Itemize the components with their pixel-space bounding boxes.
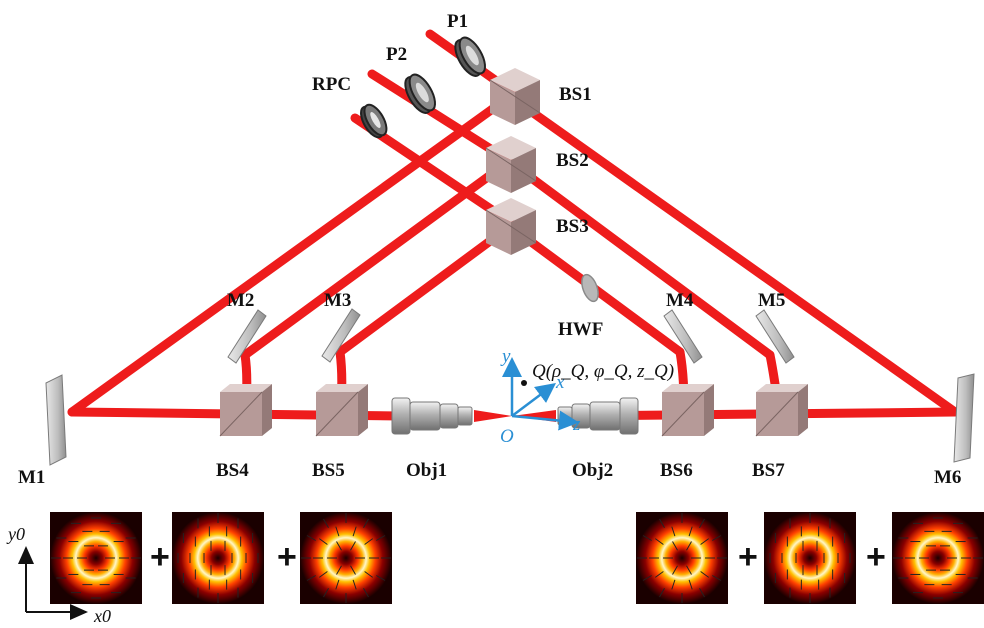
label-bs5: BS5 — [312, 460, 345, 481]
p1-polarizer — [454, 36, 487, 77]
label-rpc: RPC — [312, 74, 351, 95]
frame-axis-x0: x0 — [93, 606, 111, 626]
m3-mirror — [321, 308, 361, 363]
rpc-converter — [360, 103, 388, 139]
m1-mirror — [45, 374, 67, 466]
plus-operator: + — [738, 538, 758, 576]
label-bs6: BS6 — [660, 460, 693, 481]
label-m5: M5 — [758, 290, 785, 311]
beam-bs1-m6 — [510, 95, 960, 417]
intensity-patterns: + + + + — [50, 512, 984, 604]
intensity-pattern — [300, 512, 392, 604]
label-p1: P1 — [447, 11, 468, 32]
label-bs7: BS7 — [752, 460, 785, 481]
coordinate-axes — [502, 357, 579, 431]
label-bs4: BS4 — [216, 460, 249, 481]
bs5-cube — [315, 384, 368, 437]
m2-mirror — [227, 309, 267, 364]
frame-axis-y0: y0 — [6, 524, 25, 544]
label-bs2: BS2 — [556, 150, 589, 171]
label-m2: M2 — [227, 290, 254, 311]
bs2-cube — [485, 136, 537, 193]
axis-label-origin: O — [500, 426, 514, 447]
p2-polarizer — [404, 73, 437, 114]
focus-cone-left — [474, 410, 512, 422]
hwf-plate — [581, 273, 599, 303]
beam-bs3-m3 — [335, 225, 510, 357]
bs6-cube — [661, 384, 714, 437]
plus-operator: + — [150, 538, 170, 576]
axis-label-x: x — [555, 372, 565, 393]
label-obj2: Obj2 — [572, 460, 613, 481]
beam-input-p2 — [367, 69, 513, 165]
label-p2: P2 — [386, 44, 407, 65]
axis-label-y: y — [500, 346, 511, 367]
label-bs3: BS3 — [556, 216, 589, 237]
frame-axes — [18, 546, 88, 620]
label-m3: M3 — [324, 290, 351, 311]
z-axis-arrow — [511, 410, 579, 431]
plus-operator: + — [866, 538, 886, 576]
obj1-objective — [391, 397, 473, 435]
obj2-objective — [557, 397, 639, 435]
m5-mirror — [755, 309, 795, 364]
point-q-label: Q(ρ_Q, φ_Q, z_Q) — [532, 361, 674, 382]
intensity-pattern — [892, 512, 984, 604]
m6-mirror — [953, 373, 975, 463]
label-m4: M4 — [666, 290, 694, 311]
x-axis-arrow — [511, 383, 556, 417]
label-hwf: HWF — [558, 319, 603, 340]
beam-bs1-m1 — [67, 95, 510, 417]
label-bs1: BS1 — [559, 84, 592, 105]
m4-mirror — [663, 309, 703, 364]
label-m1: M1 — [18, 467, 45, 488]
plus-operator: + — [277, 538, 297, 576]
bs3-cube — [485, 198, 537, 255]
bs1-cube — [489, 68, 541, 125]
intensity-pattern — [50, 512, 142, 604]
beam-bs2-m2 — [240, 163, 505, 360]
intensity-pattern — [172, 512, 264, 604]
bs4-cube — [219, 384, 272, 437]
point-q-marker — [521, 380, 527, 386]
label-obj1: Obj1 — [406, 460, 447, 481]
axis-label-z: z — [572, 414, 581, 435]
bs7-cube — [755, 384, 808, 437]
label-m6: M6 — [934, 467, 961, 488]
intensity-pattern — [636, 512, 728, 604]
beam-bs2-m5 — [513, 163, 775, 360]
intensity-pattern — [764, 512, 856, 604]
